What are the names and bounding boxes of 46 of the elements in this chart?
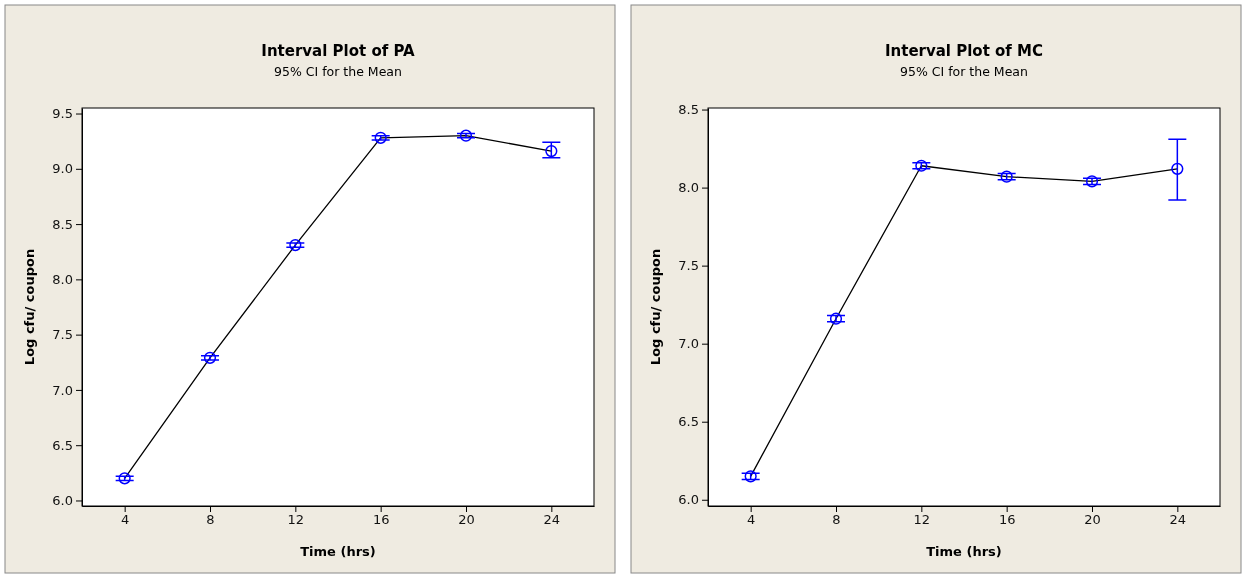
point bbox=[1171, 162, 1184, 175]
y-axis-title: Log cfu/ coupon bbox=[22, 248, 37, 366]
y-tick-label: 9.0 bbox=[52, 161, 73, 177]
y-tick-label: 6.5 bbox=[52, 437, 73, 453]
x-tick-label: 20 bbox=[458, 512, 475, 528]
y-tick-label: 8.5 bbox=[678, 102, 699, 118]
point bbox=[203, 351, 217, 364]
point bbox=[1000, 170, 1013, 183]
y-tick-label: 7.0 bbox=[678, 336, 699, 352]
x-tick-label: 16 bbox=[998, 512, 1016, 528]
chart-title: Interval Plot of MC bbox=[884, 42, 1044, 60]
chart-title: Interval Plot of PA bbox=[261, 42, 416, 60]
point bbox=[374, 131, 387, 144]
y-tick-label: 9.5 bbox=[52, 106, 73, 122]
y-tick-label: 6.0 bbox=[52, 493, 73, 509]
y-axis-title: Log cfu/ coupon bbox=[648, 248, 663, 366]
chart-subtitle: 95% CI for the Mean bbox=[900, 64, 1028, 79]
x-tick-label: 12 bbox=[913, 512, 931, 528]
y-tick-label: 7.5 bbox=[52, 327, 73, 343]
x-axis-title: Time (hrs) bbox=[300, 544, 376, 559]
point bbox=[459, 129, 473, 142]
point bbox=[1085, 175, 1099, 188]
y-tick-label: 7.5 bbox=[678, 258, 699, 274]
point bbox=[744, 470, 757, 483]
y-tick-label: 8.0 bbox=[52, 272, 73, 288]
chart-subtitle: 95% CI for the Mean bbox=[274, 64, 402, 79]
x-tick-label: 4 bbox=[747, 512, 756, 528]
point bbox=[289, 239, 302, 252]
y-tick-label: 6.5 bbox=[678, 414, 699, 430]
x-tick-label: 12 bbox=[287, 512, 305, 528]
y-tick-label: 6.0 bbox=[678, 492, 699, 508]
x-tick-label: 8 bbox=[206, 512, 215, 528]
x-tick-label: 24 bbox=[1169, 512, 1187, 528]
y-tick-label: 7.0 bbox=[52, 382, 73, 398]
x-tick-label: 8 bbox=[832, 512, 841, 528]
point bbox=[829, 312, 843, 325]
point bbox=[545, 145, 558, 158]
x-tick-label: 24 bbox=[543, 512, 561, 528]
y-tick-label: 8.5 bbox=[52, 216, 73, 232]
point bbox=[915, 159, 928, 172]
y-tick-label: 8.0 bbox=[678, 180, 699, 196]
x-axis-title: Time (hrs) bbox=[926, 544, 1002, 559]
x-tick-label: 4 bbox=[121, 512, 130, 528]
x-tick-label: 16 bbox=[372, 512, 390, 528]
x-tick-label: 20 bbox=[1084, 512, 1101, 528]
point bbox=[118, 472, 131, 485]
